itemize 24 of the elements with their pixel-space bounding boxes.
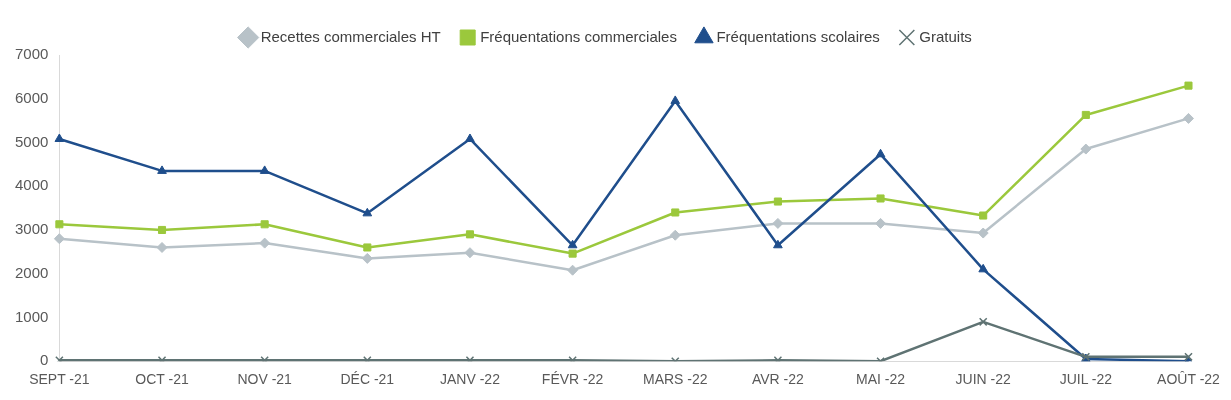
y-tick-label: 2000: [14, 263, 49, 281]
x-tick-label: JUIN -22: [955, 371, 1012, 388]
y-tick-label: 6000: [14, 88, 49, 106]
legend-label: Fréquentations commerciales: [480, 27, 677, 45]
x-tick-label: NOV -21: [237, 371, 293, 388]
x-tick-label: OCT -21: [135, 371, 189, 388]
x-tick-label: JANV -22: [440, 371, 501, 388]
x-tick-label: MARS -22: [642, 371, 708, 388]
y-tick-label: 0: [40, 351, 49, 369]
x-tick-label: FÉVR -22: [541, 371, 604, 388]
y-tick-label: 7000: [14, 45, 49, 63]
x-tick-label: AVR -22: [751, 371, 805, 388]
legend-label: Fréquentations scolaires: [716, 27, 880, 45]
y-tick-label: 4000: [14, 176, 49, 194]
legend-label: Gratuits: [919, 27, 972, 45]
x-tick-label: DÉC -21: [340, 371, 395, 388]
x-tick-label: AOÛT -22: [1157, 371, 1221, 388]
x-tick-label: JUIL -22: [1059, 371, 1113, 388]
x-tick-label: SEPT -21: [29, 371, 90, 388]
y-tick-label: 3000: [14, 220, 49, 238]
y-tick-label: 1000: [14, 307, 49, 325]
legend-label: Recettes commerciales HT: [260, 27, 441, 45]
x-tick-label: MAI -22: [856, 371, 906, 388]
y-tick-label: 5000: [14, 132, 49, 150]
